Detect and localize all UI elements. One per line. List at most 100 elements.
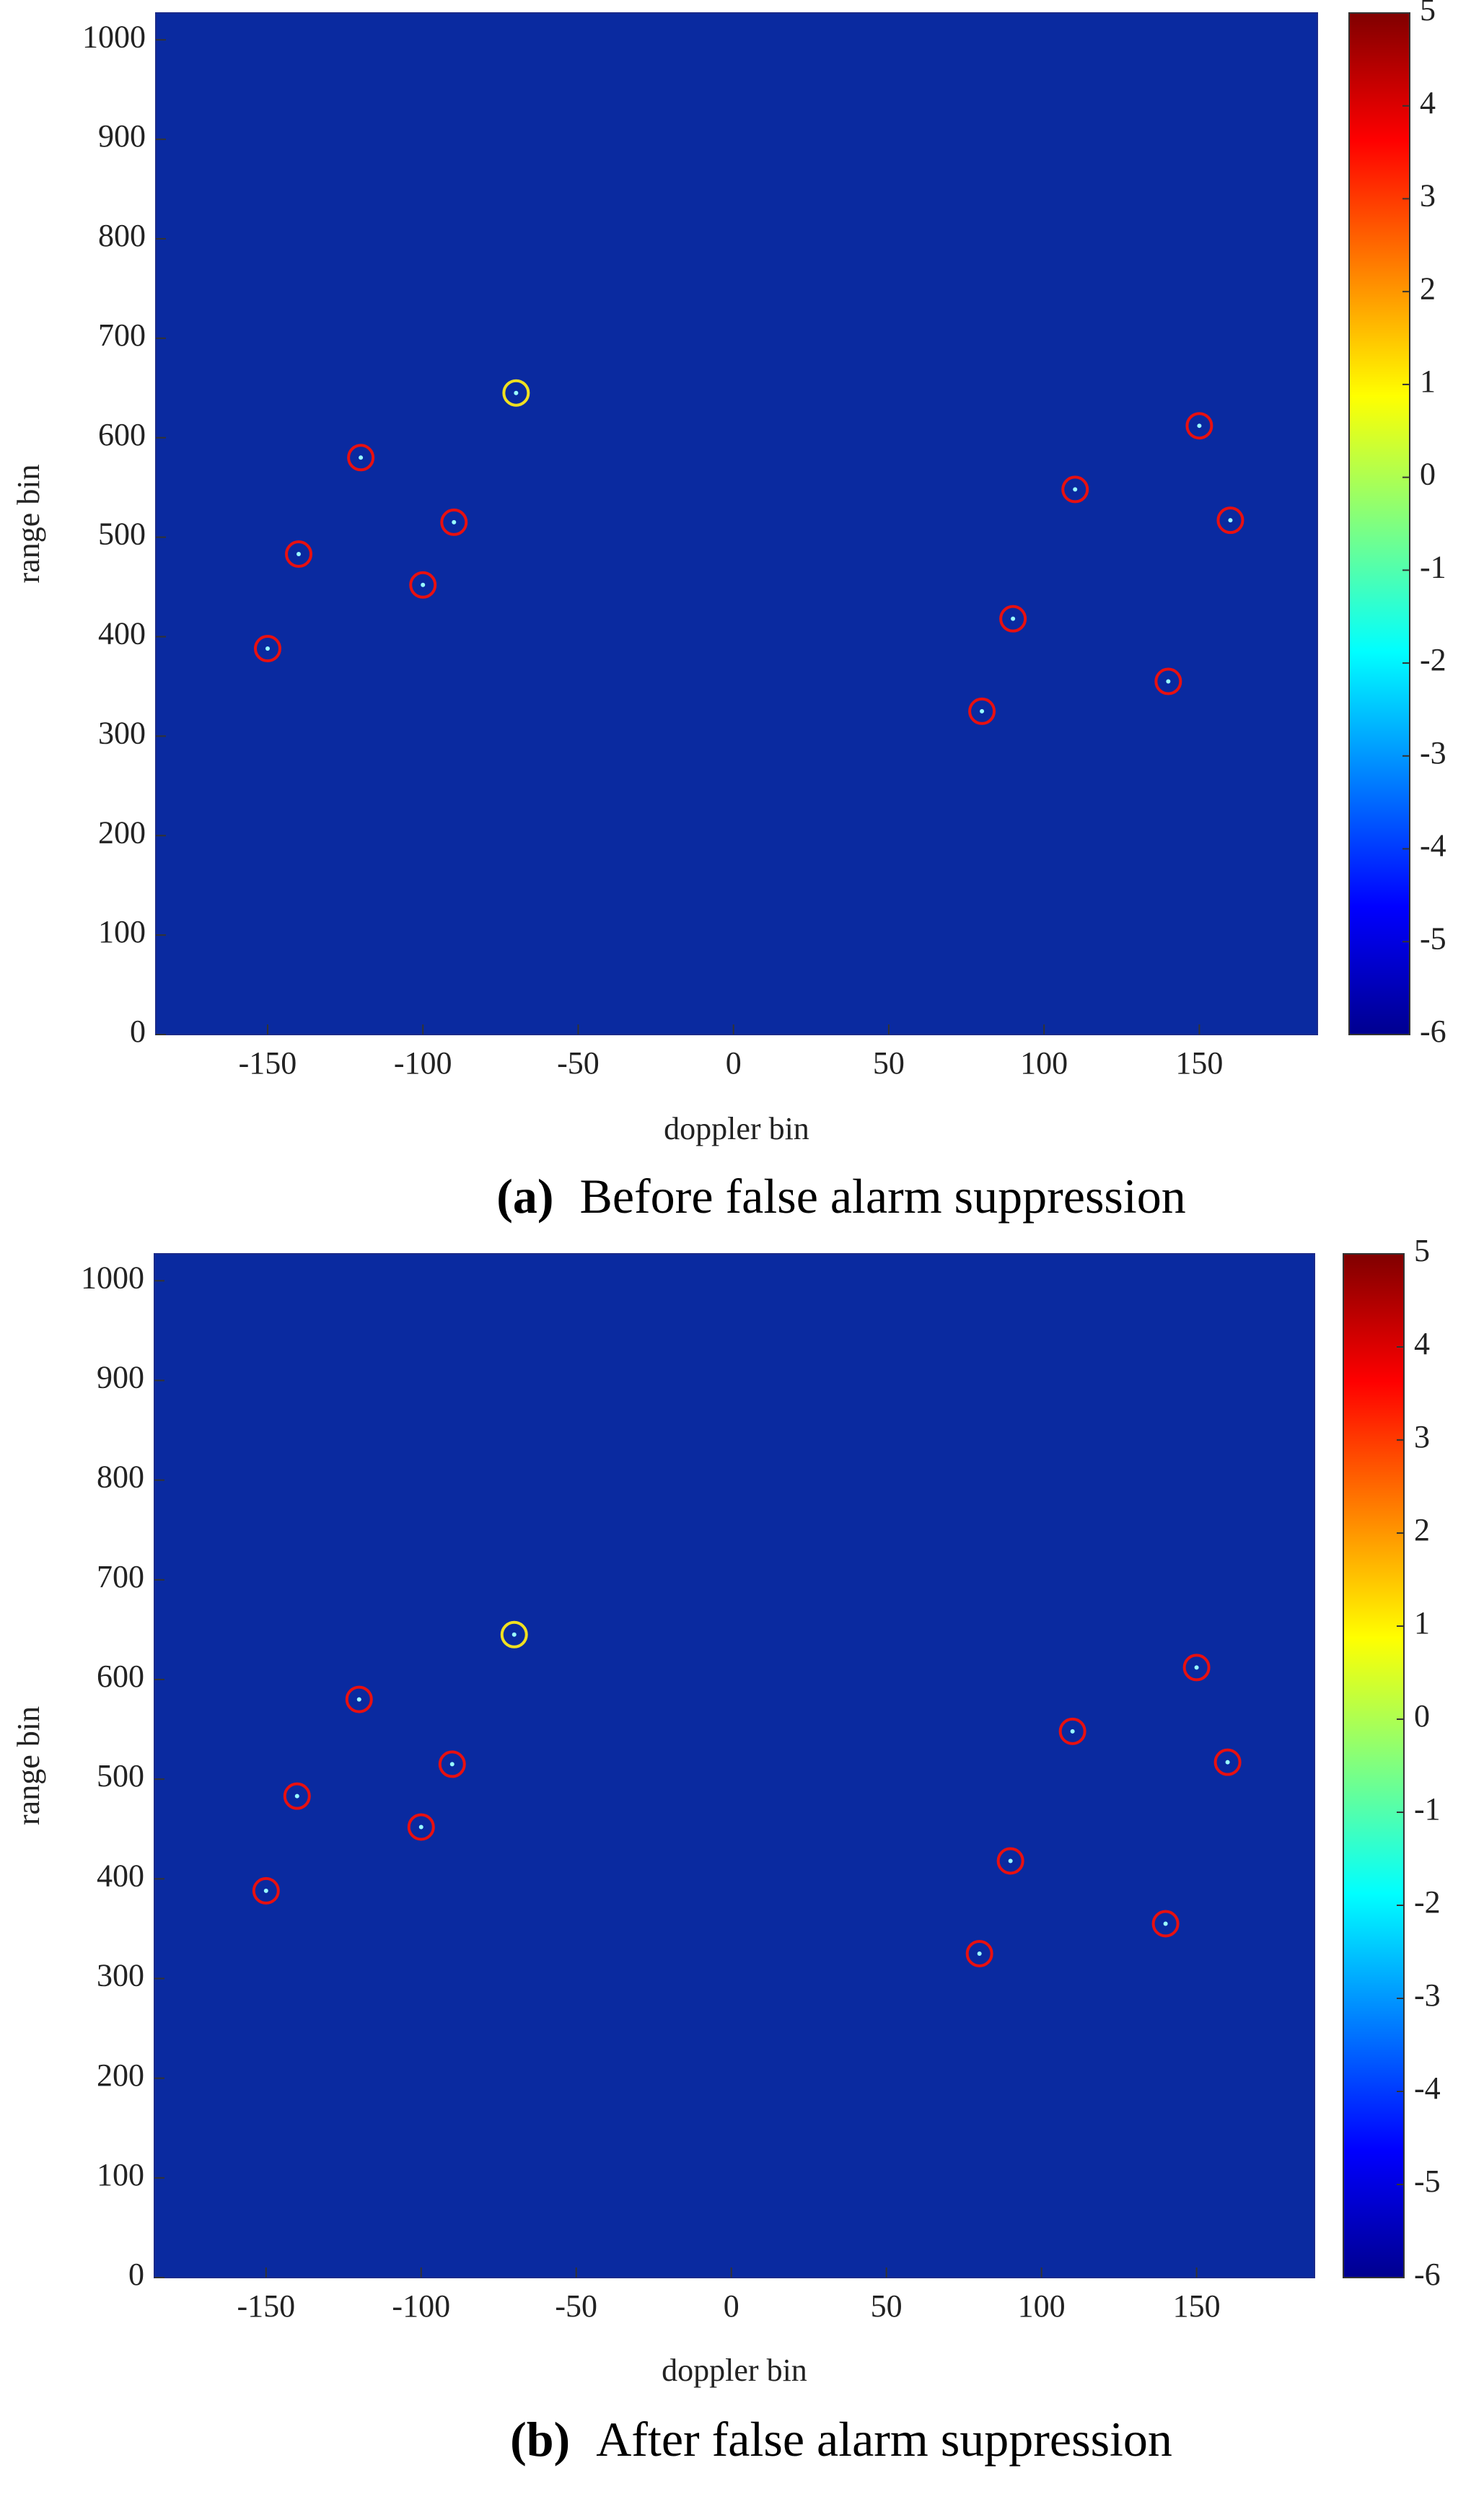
target-dot: [1166, 679, 1171, 684]
colorbar-tick-label: 5: [1420, 0, 1436, 27]
y-tick-label: 100: [98, 914, 146, 949]
target-dot: [421, 582, 426, 587]
colorbar: [1348, 12, 1410, 1035]
target-circle: [345, 1685, 373, 1713]
target-dot: [1225, 1760, 1230, 1765]
y-tick-label: 200: [97, 2058, 144, 2093]
x-tick-label: 150: [1173, 2288, 1221, 2324]
colorbar-tick-label: 4: [1414, 1326, 1430, 1361]
y-tick-label: 800: [98, 218, 146, 253]
colorbar-tick-label: -6: [1420, 1014, 1446, 1049]
colorbar-tick-label: 1: [1414, 1605, 1430, 1641]
target-circle: [1151, 1910, 1180, 1938]
colorbar-tick-label: 3: [1414, 1419, 1430, 1454]
target-dot: [1073, 487, 1078, 492]
colorbar-tick-label: -5: [1420, 921, 1446, 956]
colorbar-tick-label: 5: [1414, 1233, 1430, 1268]
y-tick-label: 800: [97, 1459, 144, 1495]
x-tick-label: 50: [873, 1045, 905, 1081]
target-dot: [1197, 423, 1202, 429]
colorbar-tick-label: -5: [1414, 2164, 1441, 2199]
caption: (a) Before false alarm suppression: [496, 1169, 1186, 1224]
y-tick-label: 200: [98, 814, 146, 850]
y-tick-label: 900: [97, 1360, 144, 1395]
x-tick-label: -100: [392, 2288, 450, 2324]
x-tick-label: -100: [394, 1045, 452, 1081]
colorbar: [1343, 1253, 1405, 2278]
y-tick-label: 300: [97, 1958, 144, 1993]
colorbar-tick-label: 2: [1414, 1512, 1430, 1547]
x-tick-label: 100: [1020, 1045, 1068, 1081]
colorbar-tick-label: 2: [1420, 271, 1436, 306]
x-tick-label: -50: [557, 1045, 600, 1081]
target-circle: [1058, 1717, 1086, 1745]
target-dot: [514, 390, 519, 395]
y-tick-label: 500: [97, 1758, 144, 1793]
target-circle: [999, 605, 1027, 633]
target-circle: [1216, 506, 1244, 535]
target-dot: [1163, 1921, 1168, 1926]
target-circle: [1185, 412, 1213, 440]
colorbar-tick-label: -4: [1420, 828, 1446, 864]
target-dot: [1228, 518, 1233, 523]
caption-label: (b): [510, 2412, 570, 2467]
target-circle: [347, 444, 375, 472]
colorbar-tick-label: 1: [1420, 364, 1436, 399]
target-circle: [409, 571, 437, 599]
x-axis-label: doppler bin: [662, 2353, 807, 2388]
target-dot: [512, 1632, 517, 1637]
y-tick-label: 0: [130, 1014, 146, 1049]
y-tick-label: 1000: [82, 19, 146, 54]
caption: (b) After false alarm suppression: [510, 2412, 1172, 2467]
plot-area: [154, 1253, 1315, 2278]
target-circle: [968, 697, 996, 725]
colorbar-tick-label: 0: [1414, 1698, 1430, 1734]
target-circle: [1213, 1748, 1242, 1776]
colorbar-tick-label: -6: [1414, 2257, 1441, 2292]
target-dot: [359, 455, 364, 460]
caption-text: Before false alarm suppression: [580, 1169, 1186, 1224]
colorbar-tick-label: 4: [1420, 85, 1436, 120]
caption-text: After false alarm suppression: [596, 2412, 1172, 2467]
target-dot: [980, 708, 985, 713]
colorbar-tick-label: -4: [1414, 2071, 1441, 2106]
y-tick-label: 900: [98, 118, 146, 154]
colorbar-tick-label: -1: [1420, 549, 1446, 584]
y-axis-label: range bin: [11, 465, 46, 584]
target-dot: [1194, 1665, 1199, 1670]
y-tick-label: 100: [97, 2157, 144, 2192]
target-circle: [440, 508, 468, 536]
target-dot: [977, 1951, 982, 1956]
target-dot: [449, 1762, 455, 1767]
y-tick-label: 500: [98, 517, 146, 552]
target-dot: [297, 552, 302, 557]
y-tick-label: 0: [128, 2257, 144, 2292]
x-tick-label: 50: [871, 2288, 903, 2324]
y-tick-label: 400: [97, 1858, 144, 1893]
y-tick-label: 600: [97, 1659, 144, 1694]
y-tick-label: 700: [97, 1559, 144, 1594]
target-dot: [1011, 616, 1016, 621]
y-axis-label: range bin: [11, 1706, 46, 1825]
y-tick-label: 600: [98, 417, 146, 452]
target-circle: [253, 635, 281, 663]
x-tick-label: -150: [237, 2288, 295, 2324]
x-axis-label: doppler bin: [664, 1111, 809, 1146]
reference-circle: [500, 1620, 528, 1648]
reference-circle: [502, 379, 530, 407]
colorbar-tick-label: -3: [1414, 1977, 1441, 2013]
target-circle: [283, 1782, 311, 1810]
colorbar-tick-label: 3: [1420, 178, 1436, 214]
caption-label: (a): [496, 1169, 553, 1224]
target-circle: [965, 1939, 993, 1967]
colorbar-tick-label: -1: [1414, 1791, 1441, 1827]
target-dot: [356, 1697, 361, 1702]
x-tick-label: -150: [239, 1045, 297, 1081]
target-dot: [1070, 1729, 1075, 1734]
target-circle: [407, 1813, 435, 1841]
x-tick-label: 150: [1175, 1045, 1223, 1081]
target-dot: [418, 1825, 423, 1830]
y-tick-label: 1000: [81, 1260, 144, 1295]
target-circle: [996, 1847, 1024, 1875]
target-circle: [252, 1876, 280, 1905]
